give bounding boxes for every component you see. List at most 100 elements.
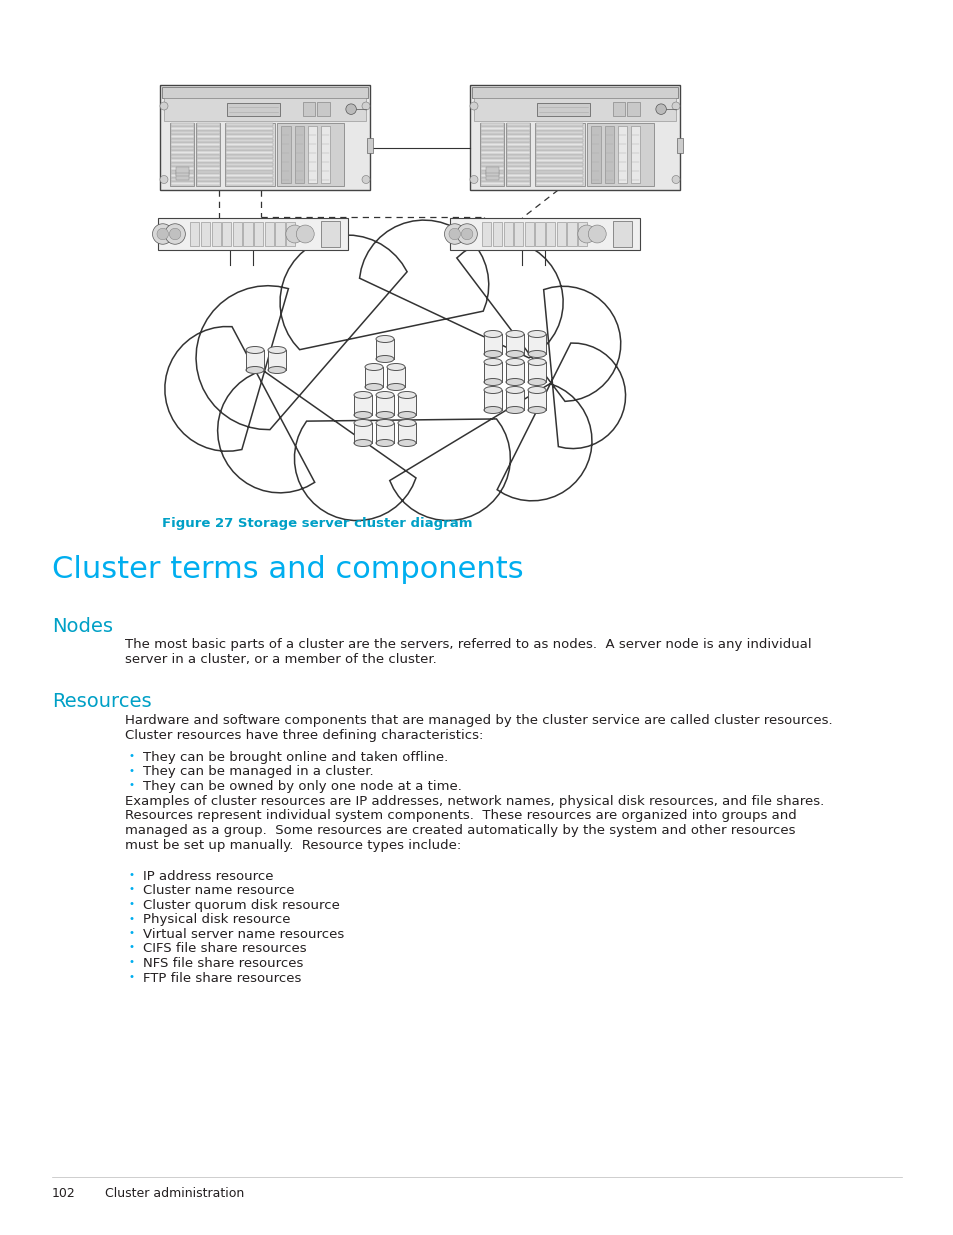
FancyBboxPatch shape (171, 122, 194, 185)
FancyBboxPatch shape (481, 174, 503, 178)
Text: •: • (128, 942, 133, 952)
Text: Resources: Resources (52, 692, 152, 711)
FancyBboxPatch shape (481, 124, 503, 126)
FancyBboxPatch shape (536, 159, 582, 162)
FancyBboxPatch shape (226, 163, 273, 165)
FancyBboxPatch shape (493, 222, 501, 246)
Text: Virtual server name resources: Virtual server name resources (143, 927, 344, 941)
FancyBboxPatch shape (536, 163, 582, 165)
Ellipse shape (268, 367, 286, 373)
Bar (505, 333, 523, 354)
Circle shape (361, 103, 370, 110)
FancyBboxPatch shape (172, 167, 193, 169)
Ellipse shape (527, 406, 545, 414)
Circle shape (361, 175, 370, 184)
FancyBboxPatch shape (507, 140, 529, 142)
Text: The most basic parts of a cluster are the servers, referred to as nodes.  A serv: The most basic parts of a cluster are th… (125, 638, 811, 651)
FancyBboxPatch shape (536, 143, 582, 146)
Text: •: • (128, 914, 133, 924)
FancyBboxPatch shape (503, 222, 512, 246)
Bar (483, 362, 501, 382)
Text: Figure 27 Storage server cluster diagram: Figure 27 Storage server cluster diagram (162, 517, 472, 530)
FancyBboxPatch shape (197, 159, 219, 162)
Text: •: • (128, 957, 133, 967)
FancyBboxPatch shape (226, 170, 273, 173)
Ellipse shape (375, 411, 394, 419)
Ellipse shape (527, 378, 545, 385)
Bar (397, 395, 416, 415)
Ellipse shape (354, 411, 372, 419)
Polygon shape (165, 220, 625, 520)
Circle shape (461, 228, 473, 240)
Text: FTP file share resources: FTP file share resources (143, 972, 301, 984)
Circle shape (588, 225, 605, 243)
FancyBboxPatch shape (162, 86, 368, 98)
Bar (483, 333, 501, 354)
FancyBboxPatch shape (481, 170, 503, 173)
Bar (527, 362, 545, 382)
Text: Examples of cluster resources are IP addresses, network names, physical disk res: Examples of cluster resources are IP add… (125, 795, 823, 808)
FancyBboxPatch shape (172, 140, 193, 142)
FancyBboxPatch shape (222, 222, 231, 246)
FancyBboxPatch shape (536, 170, 582, 173)
FancyBboxPatch shape (536, 140, 582, 142)
FancyBboxPatch shape (321, 126, 330, 183)
Bar (365, 367, 382, 387)
FancyBboxPatch shape (591, 126, 599, 183)
FancyBboxPatch shape (172, 170, 193, 173)
Ellipse shape (397, 440, 416, 447)
FancyBboxPatch shape (506, 122, 530, 185)
Ellipse shape (246, 367, 264, 373)
FancyBboxPatch shape (175, 169, 189, 177)
Text: •: • (128, 766, 133, 776)
FancyBboxPatch shape (197, 167, 219, 169)
Ellipse shape (527, 387, 545, 394)
FancyBboxPatch shape (275, 222, 284, 246)
Ellipse shape (354, 420, 372, 426)
FancyBboxPatch shape (474, 98, 676, 121)
FancyBboxPatch shape (482, 222, 491, 246)
FancyBboxPatch shape (197, 151, 219, 154)
Text: •: • (128, 869, 133, 881)
FancyBboxPatch shape (172, 174, 193, 178)
FancyBboxPatch shape (197, 170, 219, 173)
FancyBboxPatch shape (618, 126, 626, 183)
Ellipse shape (354, 440, 372, 447)
Circle shape (286, 225, 303, 243)
FancyBboxPatch shape (302, 103, 315, 116)
Text: Cluster administration: Cluster administration (105, 1187, 244, 1200)
FancyBboxPatch shape (212, 222, 220, 246)
FancyBboxPatch shape (175, 173, 189, 179)
FancyBboxPatch shape (265, 222, 274, 246)
Ellipse shape (483, 406, 501, 414)
FancyBboxPatch shape (507, 124, 529, 126)
Bar (354, 424, 372, 443)
Text: Cluster name resource: Cluster name resource (143, 884, 294, 898)
FancyBboxPatch shape (197, 127, 219, 130)
Circle shape (470, 175, 477, 184)
Text: 102: 102 (52, 1187, 75, 1200)
FancyBboxPatch shape (627, 103, 639, 116)
FancyBboxPatch shape (535, 122, 584, 185)
Text: CIFS file share resources: CIFS file share resources (143, 942, 306, 956)
Ellipse shape (397, 420, 416, 426)
Circle shape (157, 228, 169, 240)
FancyBboxPatch shape (557, 222, 565, 246)
FancyBboxPatch shape (507, 143, 529, 146)
Text: •: • (128, 751, 133, 761)
Ellipse shape (505, 378, 523, 385)
FancyBboxPatch shape (253, 222, 263, 246)
Bar (527, 333, 545, 354)
FancyBboxPatch shape (613, 221, 632, 247)
FancyBboxPatch shape (578, 222, 586, 246)
FancyBboxPatch shape (524, 222, 534, 246)
FancyBboxPatch shape (172, 183, 193, 185)
FancyBboxPatch shape (367, 137, 373, 153)
Ellipse shape (505, 331, 523, 337)
Circle shape (470, 103, 477, 110)
FancyBboxPatch shape (536, 127, 582, 130)
FancyBboxPatch shape (481, 127, 503, 130)
FancyBboxPatch shape (481, 159, 503, 162)
FancyBboxPatch shape (172, 143, 193, 146)
FancyBboxPatch shape (507, 151, 529, 154)
